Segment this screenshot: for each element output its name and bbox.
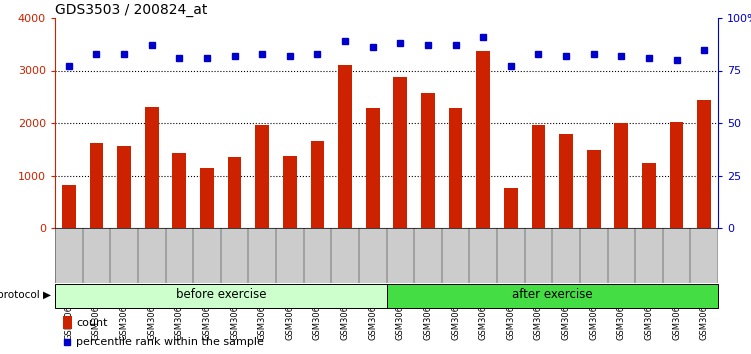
Bar <box>587 150 601 228</box>
Bar <box>448 108 463 228</box>
Bar <box>228 157 242 228</box>
Bar <box>310 141 324 228</box>
Bar <box>62 185 76 228</box>
Bar <box>55 284 387 308</box>
Bar <box>670 122 683 228</box>
Bar <box>200 168 214 228</box>
Bar <box>614 123 629 228</box>
Text: count: count <box>76 318 107 328</box>
Bar <box>338 65 352 228</box>
Bar <box>89 143 104 228</box>
Bar <box>421 92 435 228</box>
Bar <box>476 51 490 228</box>
Text: before exercise: before exercise <box>176 289 266 302</box>
Bar <box>697 100 711 228</box>
Text: after exercise: after exercise <box>512 289 593 302</box>
Bar <box>117 146 131 228</box>
Bar <box>642 164 656 228</box>
Bar <box>532 125 545 228</box>
Bar <box>559 133 573 228</box>
Bar <box>387 284 718 308</box>
Text: protocol ▶: protocol ▶ <box>0 290 51 300</box>
Bar <box>394 77 407 228</box>
Bar <box>173 153 186 228</box>
Bar <box>504 188 517 228</box>
Bar <box>366 108 379 228</box>
Bar <box>283 155 297 228</box>
Bar <box>145 107 158 228</box>
Bar <box>255 125 269 228</box>
Text: percentile rank within the sample: percentile rank within the sample <box>76 337 264 347</box>
Text: GDS3503 / 200824_at: GDS3503 / 200824_at <box>55 3 207 17</box>
Bar <box>62 316 71 329</box>
